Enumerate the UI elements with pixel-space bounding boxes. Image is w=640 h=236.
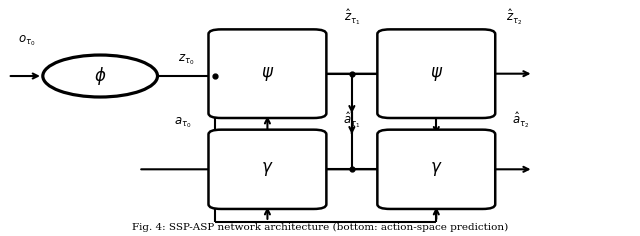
Text: $a_{\tau_0}$: $a_{\tau_0}$	[174, 115, 192, 130]
Text: $\hat{a}_{\tau_1}$: $\hat{a}_{\tau_1}$	[343, 110, 360, 130]
Text: $\gamma$: $\gamma$	[261, 160, 274, 178]
FancyBboxPatch shape	[378, 130, 495, 209]
Text: $o_{\tau_0}$: $o_{\tau_0}$	[18, 34, 36, 48]
FancyBboxPatch shape	[378, 29, 495, 118]
FancyBboxPatch shape	[209, 130, 326, 209]
Text: $\psi$: $\psi$	[429, 65, 443, 83]
Text: $z_{\tau_0}$: $z_{\tau_0}$	[178, 52, 195, 67]
Text: $\phi$: $\phi$	[94, 65, 106, 87]
FancyBboxPatch shape	[209, 29, 326, 118]
Text: $\gamma$: $\gamma$	[430, 160, 443, 178]
Circle shape	[43, 55, 157, 97]
Text: $\psi$: $\psi$	[261, 65, 274, 83]
Text: Fig. 4: SSP-ASP network architecture (bottom: action-space prediction): Fig. 4: SSP-ASP network architecture (bo…	[132, 223, 508, 232]
Text: $\hat{z}_{\tau_2}$: $\hat{z}_{\tau_2}$	[506, 8, 522, 27]
Text: $\hat{z}_{\tau_1}$: $\hat{z}_{\tau_1}$	[344, 8, 360, 27]
Text: $\hat{a}_{\tau_2}$: $\hat{a}_{\tau_2}$	[512, 110, 529, 130]
